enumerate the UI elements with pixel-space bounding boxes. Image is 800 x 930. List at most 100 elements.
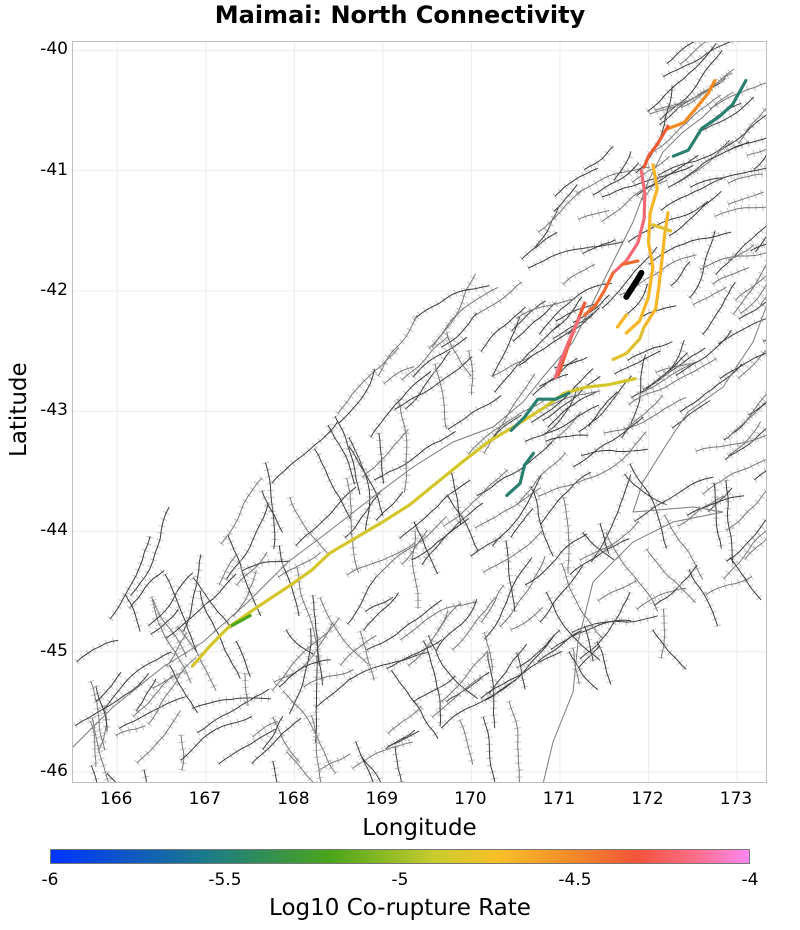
fault-surface — [649, 627, 689, 672]
y-tick-label: -43 — [40, 400, 68, 421]
fault-trace — [537, 630, 582, 663]
fault-trace — [491, 316, 520, 378]
fault-surface — [713, 221, 766, 277]
fault-trace — [588, 391, 618, 427]
fault-trace — [441, 312, 477, 348]
fault-trace — [361, 756, 382, 782]
fault-trace — [390, 670, 439, 739]
fault-trace — [192, 697, 272, 709]
fault-trace — [136, 710, 181, 764]
x-tick-label: 171 — [542, 789, 576, 809]
fault-trace — [375, 491, 404, 521]
fault-trace — [581, 448, 648, 456]
fault-trace — [516, 298, 576, 319]
fault-trace — [573, 416, 644, 468]
fault-surface — [560, 261, 597, 287]
fault-trace — [340, 635, 377, 666]
fault-trace — [688, 569, 719, 627]
fault-trace — [312, 595, 324, 686]
fault-trace — [303, 669, 354, 688]
fault-trace — [680, 72, 733, 108]
fault-trace — [712, 266, 750, 285]
fault-trace — [344, 489, 382, 539]
fault-trace — [729, 557, 762, 601]
fault-trace — [244, 672, 249, 707]
fault-trace — [601, 246, 658, 309]
fault-trace — [428, 635, 479, 700]
fault-trace — [286, 751, 314, 782]
rupture-segment-3 — [611, 169, 647, 275]
fault-trace — [576, 166, 651, 194]
fault-surface — [703, 573, 754, 598]
y-tick-label: -40 — [40, 39, 68, 60]
fault-trace — [727, 421, 762, 457]
fault-trace — [540, 471, 592, 525]
fault-trace — [545, 591, 601, 661]
fault-trace — [164, 573, 198, 653]
map-plot-area[interactable] — [72, 41, 767, 783]
fault-trace — [349, 651, 429, 680]
fault-trace — [628, 357, 717, 406]
fault-trace — [89, 720, 97, 768]
rupture-segment-2 — [642, 124, 670, 169]
fault-trace — [561, 563, 603, 639]
fault-trace — [235, 640, 251, 677]
fault-trace — [319, 597, 369, 665]
fault-trace — [647, 42, 717, 112]
fault-trace — [555, 303, 596, 322]
fault-trace — [578, 375, 632, 433]
fault-trace — [492, 357, 530, 377]
fault-trace — [614, 350, 661, 375]
colorbar-label: Log10 Co-rupture Rate — [269, 895, 531, 921]
fault-trace — [740, 284, 766, 315]
fault-trace — [282, 690, 337, 774]
fault-trace — [668, 190, 722, 237]
fault-trace — [236, 551, 268, 586]
fault-trace — [645, 548, 696, 603]
y-tick-label: -44 — [40, 520, 68, 541]
fault-trace — [627, 283, 648, 315]
fault-trace — [411, 530, 419, 609]
fault-map[interactable] — [73, 42, 767, 783]
fault-trace — [636, 154, 699, 196]
fault-trace — [636, 587, 687, 610]
fault-trace — [652, 629, 687, 670]
fault-trace — [451, 596, 497, 651]
rupture-segment-9 — [620, 259, 640, 267]
fault-trace — [90, 680, 106, 751]
fault-trace — [744, 538, 766, 560]
fault-trace — [675, 329, 732, 376]
fault-trace — [347, 575, 378, 625]
fault-trace — [660, 608, 666, 659]
fault-surface — [652, 562, 701, 609]
fault-surface — [180, 553, 205, 633]
fault-trace — [370, 370, 432, 438]
y-tick-label: -46 — [40, 760, 68, 781]
fault-trace — [130, 506, 170, 596]
fault-trace — [218, 728, 276, 765]
rupture-segment-1 — [666, 78, 717, 131]
fault-trace — [271, 421, 339, 484]
fault-trace — [653, 564, 698, 607]
fault-trace — [394, 356, 473, 410]
fault-trace — [359, 630, 375, 681]
fault-trace — [629, 463, 668, 549]
rupture-segment-6 — [651, 223, 673, 233]
rupture-segment-15 — [509, 391, 571, 432]
fault-trace — [605, 532, 658, 612]
fault-trace — [378, 432, 385, 484]
fault-surface — [505, 699, 524, 782]
fault-trace — [374, 430, 456, 481]
fault-trace — [447, 395, 502, 430]
fault-trace — [431, 674, 486, 718]
x-tick-label: 173 — [719, 789, 753, 809]
fault-surface — [752, 230, 766, 254]
fault-trace — [519, 326, 577, 366]
fault-trace — [288, 628, 312, 715]
fault-trace — [295, 486, 357, 547]
fault-trace — [624, 394, 664, 430]
fault-trace — [365, 596, 394, 613]
fault-trace — [727, 191, 764, 205]
fault-surface — [726, 241, 757, 264]
highlighted-ruptures — [190, 78, 748, 668]
